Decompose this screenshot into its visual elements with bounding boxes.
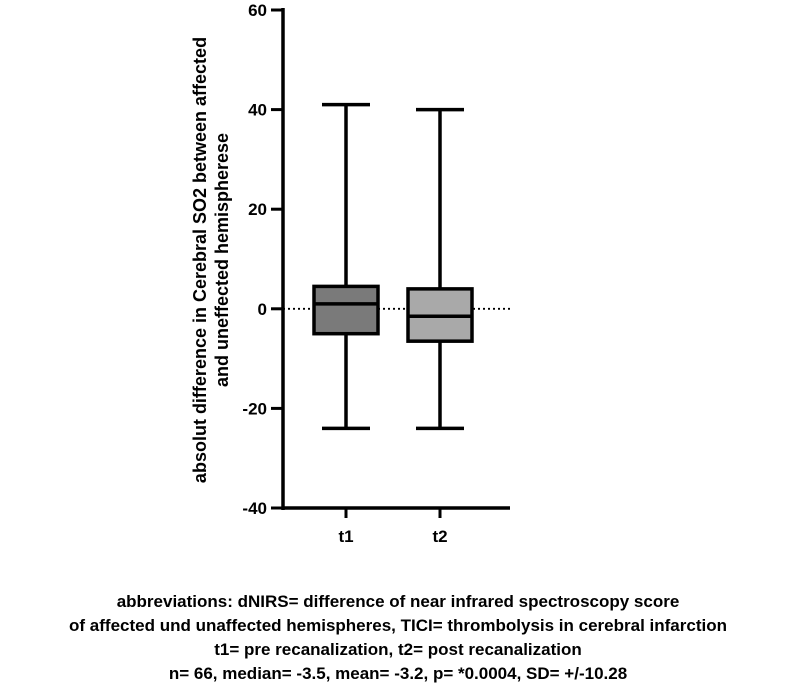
- y-tick-label-40: 40: [248, 101, 267, 120]
- box-t2: [406, 107, 474, 431]
- caption-line-4: n= 66, median= -3.5, mean= -3.2, p= *0.0…: [168, 664, 628, 683]
- y-tick-label-60: 60: [248, 1, 267, 20]
- y-axis-title-line-2: and uneffected hemispherese: [212, 133, 232, 387]
- box-iqr-t1: [312, 284, 380, 336]
- boxes: [312, 102, 474, 431]
- y-axis-title-line-1: absolut difference in Cerebral SO2 betwe…: [190, 37, 210, 483]
- caption-line-3: t1= pre recanalization, t2= post recanal…: [214, 640, 582, 659]
- y-tick-label--20: -20: [242, 399, 267, 418]
- box-t1: [312, 102, 380, 431]
- y-axis-title: absolut difference in Cerebral SO2 betwe…: [190, 37, 232, 483]
- x-tick-label-t1: t1: [338, 527, 353, 546]
- caption-line-1: abbreviations: dNIRS= difference of near…: [116, 592, 680, 611]
- axes: 60 40 20 0 -20 -40 t1 t2: [242, 1, 510, 546]
- y-axis-label: absolut difference in Cerebral SO2 betwe…: [190, 37, 232, 483]
- y-tick-label--40: -40: [242, 499, 267, 518]
- y-tick-label-20: 20: [248, 200, 267, 219]
- y-tick-label-0: 0: [258, 300, 267, 319]
- caption-line-2: of affected und unaffected hemispheres, …: [69, 616, 727, 635]
- box-plot-chart: absolut difference in Cerebral SO2 betwe…: [190, 1, 510, 546]
- x-tick-label-t2: t2: [432, 527, 447, 546]
- figure-caption: abbreviations: dNIRS= difference of near…: [0, 590, 796, 686]
